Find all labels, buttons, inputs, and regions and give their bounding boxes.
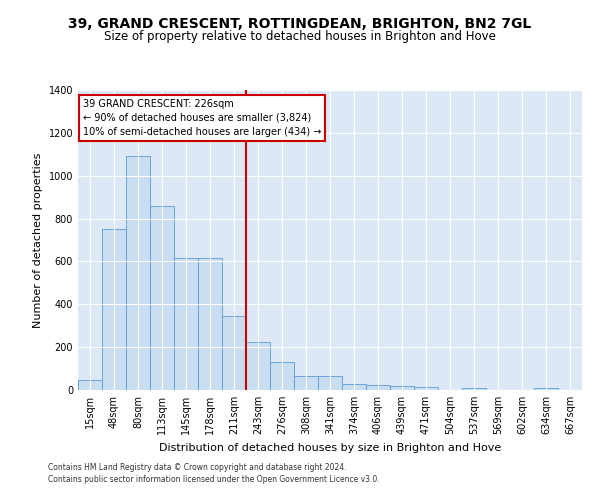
Bar <box>102 230 126 390</box>
Bar <box>270 362 294 390</box>
Bar <box>126 156 150 390</box>
Bar <box>246 342 270 390</box>
Text: 39 GRAND CRESCENT: 226sqm
← 90% of detached houses are smaller (3,824)
10% of se: 39 GRAND CRESCENT: 226sqm ← 90% of detac… <box>83 99 322 137</box>
Bar <box>150 206 174 390</box>
Bar <box>366 384 390 390</box>
Bar <box>414 388 438 390</box>
Y-axis label: Number of detached properties: Number of detached properties <box>33 152 43 328</box>
Bar <box>318 376 342 390</box>
Text: Size of property relative to detached houses in Brighton and Hove: Size of property relative to detached ho… <box>104 30 496 43</box>
Bar <box>294 376 318 390</box>
Bar <box>78 380 102 390</box>
Text: Contains HM Land Registry data © Crown copyright and database right 2024.: Contains HM Land Registry data © Crown c… <box>48 464 347 472</box>
Bar <box>174 258 198 390</box>
Bar <box>342 384 366 390</box>
Bar <box>534 388 558 390</box>
Text: 39, GRAND CRESCENT, ROTTINGDEAN, BRIGHTON, BN2 7GL: 39, GRAND CRESCENT, ROTTINGDEAN, BRIGHTO… <box>68 18 532 32</box>
Bar <box>222 316 246 390</box>
X-axis label: Distribution of detached houses by size in Brighton and Hove: Distribution of detached houses by size … <box>159 442 501 452</box>
Bar <box>462 388 486 390</box>
Text: Contains public sector information licensed under the Open Government Licence v3: Contains public sector information licen… <box>48 474 380 484</box>
Bar <box>390 386 414 390</box>
Bar <box>198 258 222 390</box>
